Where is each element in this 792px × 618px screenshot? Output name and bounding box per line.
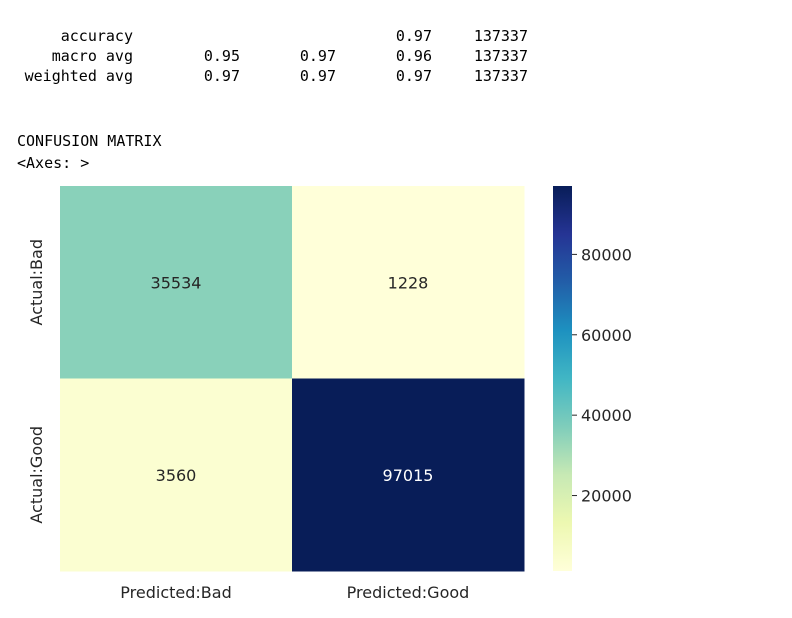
- x-tick-labels: Predicted:Bad Predicted:Good: [120, 583, 469, 602]
- heatmap-cell: [60, 186, 293, 379]
- report-f1-score: 0.96: [395, 47, 432, 65]
- y-tick-label: Actual:Bad: [27, 239, 46, 325]
- report-row-label: weighted avg: [24, 67, 133, 85]
- report-row-label: macro avg: [51, 47, 133, 65]
- colorbar-tick-label: 60000: [581, 326, 632, 345]
- report-f1-score: 0.97: [395, 67, 432, 85]
- report-row-label: accuracy: [60, 27, 133, 45]
- heatmap-cell-label: 3560: [156, 466, 197, 485]
- y-tick-label: Actual:Good: [27, 426, 46, 524]
- heatmap-cell-label: 35534: [151, 273, 202, 292]
- heatmap-cells: [60, 186, 525, 572]
- heatmap-cell-labels: 35534 1228 3560 97015: [151, 273, 434, 485]
- colorbar-tick-label: 20000: [581, 487, 632, 506]
- report-precision: 0.97: [203, 67, 240, 85]
- heatmap-cell: [60, 378, 293, 572]
- report-recall: 0.97: [299, 47, 336, 65]
- heatmap-cell-label: 97015: [383, 466, 434, 485]
- colorbar-ticks: 20000 40000 60000 80000: [572, 245, 632, 506]
- report-precision: 0.95: [203, 47, 240, 65]
- x-tick-label: Predicted:Bad: [120, 583, 231, 602]
- heatmap-cell: [292, 378, 525, 572]
- x-tick-label: Predicted:Good: [347, 583, 470, 602]
- report-row-accuracy: accuracy 0.97 137337: [0, 26, 528, 46]
- y-tick-labels: Actual:Bad Actual:Good: [27, 239, 46, 524]
- confusion-matrix-heading: CONFUSION MATRIX: [17, 132, 162, 150]
- report-row-weighted-avg: weighted avg 0.97 0.97 0.97 137337: [0, 66, 528, 86]
- report-support: 137337: [473, 67, 528, 85]
- report-support: 137337: [473, 27, 528, 45]
- colorbar-tick-label: 40000: [581, 406, 632, 425]
- report-support: 137337: [473, 47, 528, 65]
- heatmap-cell-label: 1228: [388, 273, 429, 292]
- colorbar-tick-label: 80000: [581, 245, 632, 264]
- report-f1-score: 0.97: [395, 27, 432, 45]
- report-row-macro-avg: macro avg 0.95 0.97 0.96 137337: [0, 46, 528, 66]
- colorbar: [553, 186, 572, 571]
- report-recall: 0.97: [299, 67, 336, 85]
- heatmap-cell: [292, 186, 525, 379]
- axes-repr-text: <Axes: >: [17, 154, 90, 172]
